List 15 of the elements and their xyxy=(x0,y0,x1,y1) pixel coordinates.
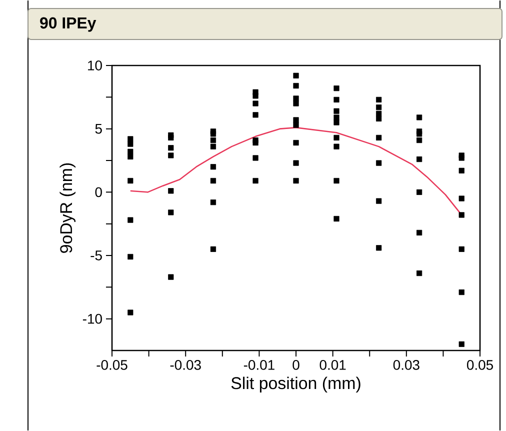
y-tick-label: -5 xyxy=(90,250,102,260)
y-tick-label: -10 xyxy=(82,314,102,324)
x-tick-label: 0.03 xyxy=(393,360,420,370)
x-tick-label: -0.03 xyxy=(170,360,201,370)
x-tick-label: 0 xyxy=(292,360,300,370)
x-axis-title: Slit position (mm) xyxy=(231,376,360,393)
x-tick-label: 0.01 xyxy=(320,360,346,370)
y-tick-label: 10 xyxy=(88,60,102,70)
y-tick-label: 0 xyxy=(95,187,102,198)
x-tick-label: -0.01 xyxy=(244,360,274,370)
chart-title: 90 IPEy xyxy=(40,17,96,32)
x-tick-label: -0.05 xyxy=(96,360,128,370)
x-tick-label: 0.05 xyxy=(466,360,493,370)
y-tick-label: 5 xyxy=(95,124,102,134)
y-axis-title: 9oDyR (nm) xyxy=(60,163,76,253)
